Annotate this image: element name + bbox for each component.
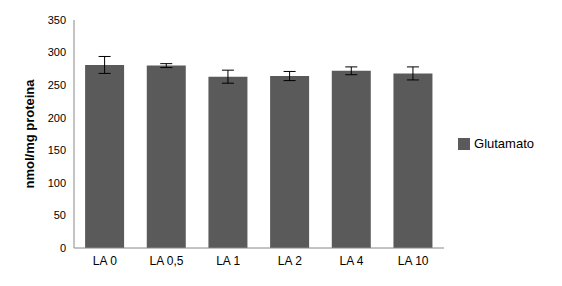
svg-text:350: 350 — [48, 14, 66, 26]
svg-text:100: 100 — [48, 177, 66, 189]
svg-text:300: 300 — [48, 46, 66, 58]
svg-text:LA 4: LA 4 — [339, 254, 363, 268]
svg-text:0: 0 — [60, 242, 66, 254]
svg-text:150: 150 — [48, 144, 66, 156]
svg-text:LA 0,5: LA 0,5 — [149, 254, 183, 268]
svg-text:200: 200 — [48, 112, 66, 124]
svg-text:LA 2: LA 2 — [278, 254, 302, 268]
svg-text:LA 10: LA 10 — [398, 254, 429, 268]
svg-text:LA 1: LA 1 — [216, 254, 240, 268]
html-text:Glutamato: Glutamato — [474, 135, 534, 151]
svg-text:250: 250 — [48, 79, 66, 91]
svg-text:LA 0: LA 0 — [93, 254, 117, 268]
svg-text:nmol/mg proteina: nmol/mg proteina — [22, 79, 37, 189]
svg-text:50: 50 — [54, 209, 66, 221]
